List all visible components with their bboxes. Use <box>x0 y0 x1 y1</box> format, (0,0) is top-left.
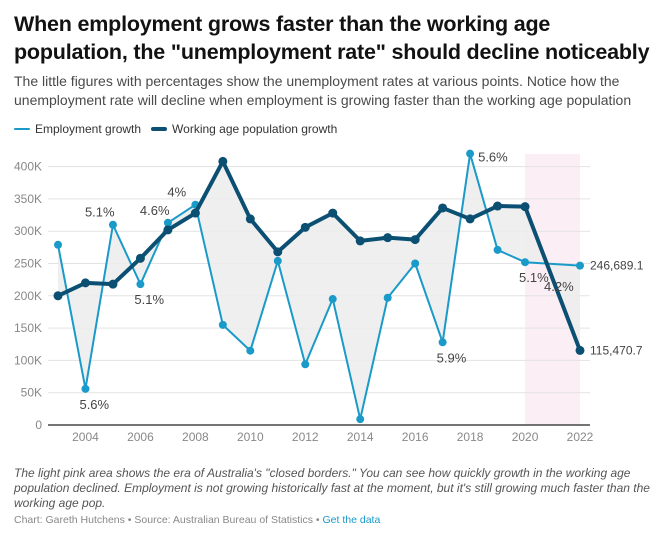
y-tick-label: 300K <box>14 224 42 238</box>
data-point-population <box>163 225 173 235</box>
data-point-employment <box>383 293 392 302</box>
x-tick-label: 2006 <box>127 430 154 444</box>
credit-text: Chart: Gareth Hutchens <box>14 514 125 526</box>
y-tick-label: 400K <box>14 160 42 174</box>
legend-swatch-population <box>151 127 168 131</box>
data-point-population <box>355 236 365 246</box>
y-tick-label: 150K <box>14 321 42 335</box>
data-point-employment <box>576 261 584 270</box>
source-text: Source: Australian Bureau of Statistics <box>134 514 313 526</box>
y-tick-label: 250K <box>14 257 42 271</box>
unemployment-rate-label: 5.6% <box>478 150 508 165</box>
x-tick-label: 2018 <box>457 430 484 444</box>
x-tick-label: 2016 <box>402 430 429 444</box>
y-tick-label: 100K <box>14 353 42 367</box>
data-point-employment <box>163 218 172 227</box>
data-point-population <box>80 278 90 288</box>
data-point-employment <box>54 240 62 249</box>
x-tick-label: 2012 <box>292 430 319 444</box>
unemployment-rate-label: 4.2% <box>544 279 574 294</box>
unemployment-rate-label: 5.1% <box>519 270 549 285</box>
legend-label-population: Working age population growth <box>172 122 338 136</box>
data-point-population <box>53 291 63 301</box>
y-tick-label: 0 <box>35 418 42 432</box>
y-tick-label: 350K <box>14 192 42 206</box>
line-chart: 0 50K 100K 150K 200K 250K 300K 350K 400K 2004 2006… <box>14 149 644 444</box>
unemployment-rate-label: 5.6% <box>79 397 109 412</box>
legend-swatch-employment <box>14 128 30 130</box>
data-point-population <box>245 214 255 224</box>
x-tick-label: 2022 <box>567 430 594 444</box>
data-point-employment <box>466 149 475 158</box>
data-point-employment <box>438 338 447 347</box>
data-point-population <box>300 222 310 232</box>
legend-item-population[interactable]: Working age population growth <box>151 122 337 136</box>
chart-notes: The light pink area shows the era of Aus… <box>14 466 650 510</box>
data-point-employment <box>411 259 420 268</box>
data-point-population <box>575 345 585 355</box>
separator: • <box>313 514 323 526</box>
data-point-population <box>273 247 283 257</box>
chart-title: When employment grows faster than the wo… <box>14 12 650 64</box>
unemployment-rate-label: 5.1% <box>85 205 115 220</box>
legend: Employment growth Working age population… <box>14 122 347 136</box>
data-point-population <box>410 235 420 245</box>
legend-label-employment: Employment growth <box>35 122 142 136</box>
data-point-employment <box>136 280 145 289</box>
unemployment-rate-label: 4.6% <box>140 203 170 218</box>
x-tick-label: 2010 <box>237 430 264 444</box>
data-point-population <box>493 201 503 211</box>
data-point-employment <box>301 360 310 369</box>
data-point-population <box>383 233 393 243</box>
data-point-employment <box>108 220 117 229</box>
end-value-label: 246,689.1 <box>590 259 644 273</box>
chart-source: Chart: Gareth Hutchens • Source: Austral… <box>14 514 380 526</box>
data-point-employment <box>81 384 90 393</box>
data-point-population <box>438 203 448 213</box>
separator: • <box>124 514 135 526</box>
data-point-population <box>465 214 475 224</box>
data-point-employment <box>273 256 282 265</box>
data-point-population <box>108 279 118 289</box>
x-tick-label: 2014 <box>347 430 374 444</box>
data-point-population <box>328 208 338 218</box>
data-point-population <box>218 156 228 166</box>
y-tick-label: 50K <box>21 386 42 400</box>
x-tick-label: 2020 <box>512 430 539 444</box>
end-value-label: 115,470.7 <box>590 343 643 357</box>
data-point-population <box>520 202 530 212</box>
gap-area <box>58 153 580 420</box>
chart-subtitle: The little figures with percentages show… <box>14 73 632 108</box>
data-point-population <box>190 208 200 218</box>
data-point-employment <box>246 346 255 355</box>
unemployment-rate-label: 4% <box>167 185 186 200</box>
data-point-population <box>135 253 145 263</box>
get-the-data-link[interactable]: Get the data <box>322 514 381 526</box>
data-point-employment <box>218 320 227 329</box>
x-tick-label: 2004 <box>72 430 99 444</box>
y-tick-label: 200K <box>14 289 42 303</box>
legend-item-employment[interactable]: Employment growth <box>14 122 141 136</box>
unemployment-rate-label: 5.9% <box>437 350 467 365</box>
data-point-employment <box>328 295 337 304</box>
data-point-employment <box>493 245 502 254</box>
x-tick-label: 2008 <box>182 430 209 444</box>
unemployment-rate-label: 5.1% <box>134 292 164 307</box>
data-point-employment <box>356 415 365 424</box>
data-point-employment <box>521 258 530 267</box>
